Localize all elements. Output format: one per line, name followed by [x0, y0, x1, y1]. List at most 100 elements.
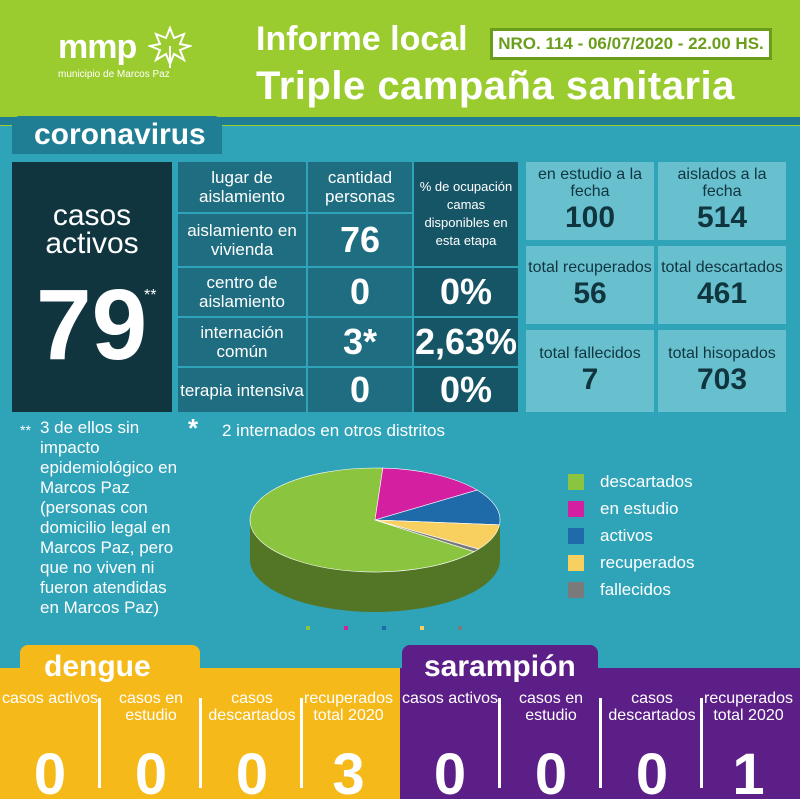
divider	[700, 698, 703, 788]
active-cases-marker: **	[144, 287, 157, 304]
dengue-col: recuperados total 2020 3	[303, 690, 394, 799]
internados-note: 2 internados en otros distritos	[222, 421, 446, 440]
sarampion-columns: casos activos 0 casos en estudio 0 casos d…	[400, 690, 800, 799]
stat-value: 56	[573, 276, 607, 310]
chart-legend: descartados en estudio activos recuperad…	[568, 468, 695, 603]
col-value: 3	[332, 742, 365, 799]
col-value: 0	[534, 742, 568, 799]
pie-mini-legend	[306, 626, 462, 630]
sarampion-tab	[402, 645, 598, 685]
campaign-title: Triple campaña sanitaria	[256, 64, 735, 108]
sarampion-col: recuperados total 2020 1	[703, 690, 794, 799]
dengue-col: casos activos 0	[0, 690, 100, 799]
stat-label: total hisopados	[668, 344, 776, 362]
stat-label: en estudio a la fecha	[537, 166, 643, 200]
stat-aislados: aislados a la fecha 514	[658, 162, 786, 240]
pie-slice-activos	[374, 489, 501, 526]
dengue-col: casos en estudio 0	[101, 690, 201, 799]
stat-en-estudio: en estudio a la fecha 100	[526, 162, 654, 240]
dengue-col: casos descartados 0	[202, 690, 302, 799]
stat-value: 514	[696, 201, 748, 234]
col-value: 0	[33, 742, 67, 799]
table-row-count: 0	[308, 368, 412, 412]
legend-swatch	[568, 473, 584, 490]
legend-item: en estudio	[568, 495, 695, 522]
stat-hisopados: total hisopados 703	[658, 330, 786, 412]
divider	[300, 698, 303, 788]
stat-descartados: total descartados 461	[658, 246, 786, 324]
legend-swatch	[568, 554, 584, 571]
mini-legend-swatch	[458, 626, 462, 630]
col-value: 0	[635, 742, 669, 799]
legend-item: fallecidos	[568, 576, 695, 603]
pie-slices	[249, 467, 501, 573]
sarampion-col: casos descartados 0	[602, 690, 702, 799]
legend-swatch	[568, 500, 584, 517]
report-title: Informe local	[256, 20, 468, 58]
legend-item: activos	[568, 522, 695, 549]
table-header-place: lugar de aislamiento	[178, 162, 306, 212]
sarampion-title: sarampión	[424, 650, 576, 683]
col-label: casos activos	[401, 690, 499, 707]
legend-label: fallecidos	[600, 579, 671, 599]
section-bar	[0, 117, 800, 125]
mini-legend-swatch	[344, 626, 348, 630]
legend-swatch	[568, 527, 584, 544]
mini-legend-swatch	[382, 626, 386, 630]
table-row-place: centro de aislamiento	[178, 268, 306, 316]
divider	[599, 698, 602, 788]
table-header-count: cantidad personas	[308, 162, 412, 212]
col-label: casos activos	[1, 690, 99, 707]
logo: mmp	[58, 28, 137, 66]
active-cases-box	[12, 162, 172, 412]
coronavirus-title: coronavirus	[34, 118, 206, 151]
table-row-pct: 0%	[414, 368, 518, 412]
sarampion-col: casos activos 0	[400, 690, 500, 799]
epidemiological-note: 3 de ellos sin impacto epidemiológico en…	[40, 418, 178, 617]
col-label: recuperados total 2020	[704, 690, 793, 724]
table-row-count: 0	[308, 268, 412, 316]
leaf-icon	[148, 25, 192, 68]
col-label: casos descartados	[608, 690, 696, 724]
legend-label: recuperados	[600, 552, 695, 572]
col-value: 0	[235, 742, 269, 799]
col-label: casos en estudio	[518, 690, 584, 724]
dengue-columns: casos activos 0 casos en estudio 0 casos d…	[0, 690, 400, 799]
table-row-place: internación común	[178, 318, 306, 366]
stat-value: 100	[564, 201, 616, 234]
table-row-pct: 0%	[414, 268, 518, 316]
stat-fallecidos: total fallecidos 7	[526, 330, 654, 412]
divider	[98, 698, 101, 788]
coronavirus-tab	[12, 116, 222, 154]
pie-side	[250, 520, 500, 612]
legend-label: descartados	[600, 471, 693, 491]
dengue-title: dengue	[44, 650, 151, 683]
stat-label: aislados a la fecha	[677, 166, 767, 200]
divider	[199, 698, 202, 788]
stat-value: 703	[696, 362, 748, 396]
legend-label: activos	[600, 525, 653, 545]
stat-label: total descartados	[661, 258, 783, 276]
col-label: recuperados total 2020	[304, 690, 393, 724]
table-row-pct: 2,63%	[414, 318, 518, 366]
pie-slice-en-estudio	[374, 467, 478, 521]
report-number-badge: NRO. 114 - 06/07/2020 - 22.00 HS.	[490, 28, 772, 60]
col-value: 1	[732, 742, 765, 799]
logo-subtitle: municipio de Marcos Paz	[58, 69, 170, 80]
stat-label: total recuperados	[528, 258, 652, 276]
stat-recuperados: total recuperados 56	[526, 246, 654, 324]
mini-legend-swatch	[306, 626, 310, 630]
pie-slice-fallecidos	[374, 519, 480, 552]
table-row-place: terapia intensiva	[178, 368, 306, 412]
active-cases-value: 79	[36, 269, 148, 381]
table-header-pct: % de ocupación camas disponibles en esta…	[414, 162, 518, 266]
note-marker: **	[20, 422, 31, 438]
legend-label: en estudio	[600, 498, 679, 518]
divider	[498, 698, 501, 788]
col-value: 0	[433, 742, 467, 799]
stat-value: 7	[581, 362, 599, 396]
dengue-tab	[20, 645, 200, 685]
sarampion-col: casos en estudio 0	[501, 690, 601, 799]
active-cases-label: casos activos	[45, 199, 139, 260]
col-value: 0	[134, 742, 168, 799]
